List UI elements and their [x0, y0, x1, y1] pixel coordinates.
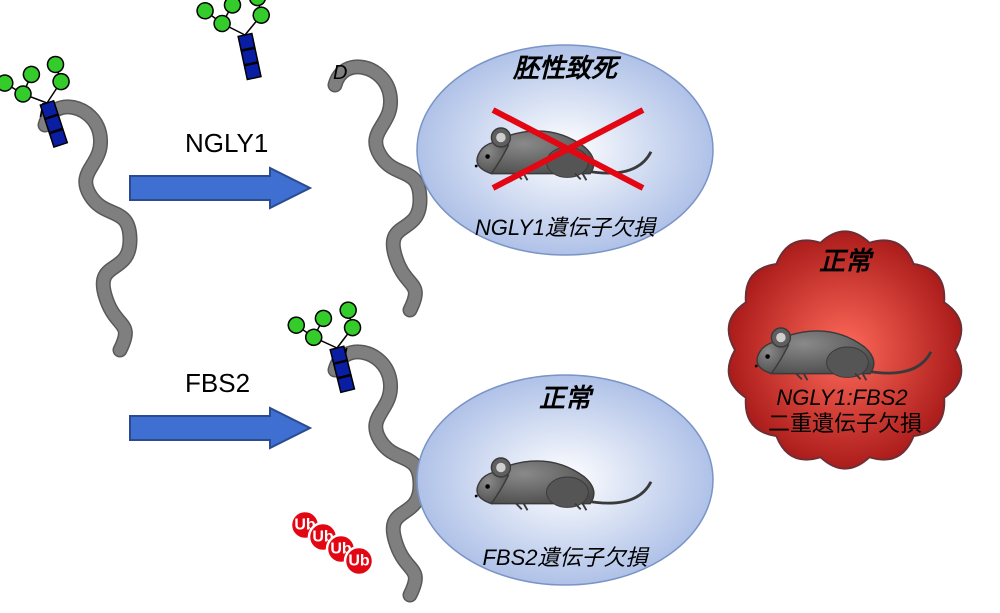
oval-top-title: 胚性致死 — [512, 53, 622, 83]
product-bottom: N — [286, 300, 420, 595]
oval-fbs2-ko: 正常 FBS2遺伝子欠損 — [417, 375, 713, 585]
oval-top-caption-gene: NGLY1遺伝子欠損 — [475, 215, 658, 240]
cloud-title: 正常 — [819, 246, 874, 276]
oval-bottom-title: 正常 — [539, 383, 594, 413]
oval-ngly1-ko: 胚性致死 NGLY1遺伝子欠損 — [417, 45, 713, 255]
cloud-caption: NGLY1:FBS2 二重遺伝子欠損 — [768, 385, 922, 436]
glycan-tree-detached — [195, 0, 281, 87]
enzyme-label-ngly1: NGLY1 — [185, 128, 268, 158]
arrow-ngly1 — [130, 168, 310, 208]
oval-top-caption: NGLY1遺伝子欠損 — [475, 215, 658, 240]
cloud-caption-line2: 二重遺伝子欠損 — [768, 411, 922, 436]
arrow-fbs2 — [130, 408, 310, 448]
enzyme-label-fbs2: FBS2 — [185, 368, 250, 398]
oval-bottom-caption-gene: FBS2遺伝子欠損 — [482, 545, 650, 570]
residue-d: D — [333, 62, 347, 84]
substrate-glycoprotein: N — [0, 54, 130, 350]
cloud-double-ko: 正常 NGLY1:FBS2 二重遺伝子欠損 — [729, 231, 962, 468]
diagram-root: Ub .gsq { stroke-width: 1.5; } .gci { st… — [0, 0, 1000, 613]
cloud-caption-line1: NGLY1:FBS2 — [776, 385, 907, 410]
oval-bottom-caption: FBS2遺伝子欠損 — [482, 545, 650, 570]
